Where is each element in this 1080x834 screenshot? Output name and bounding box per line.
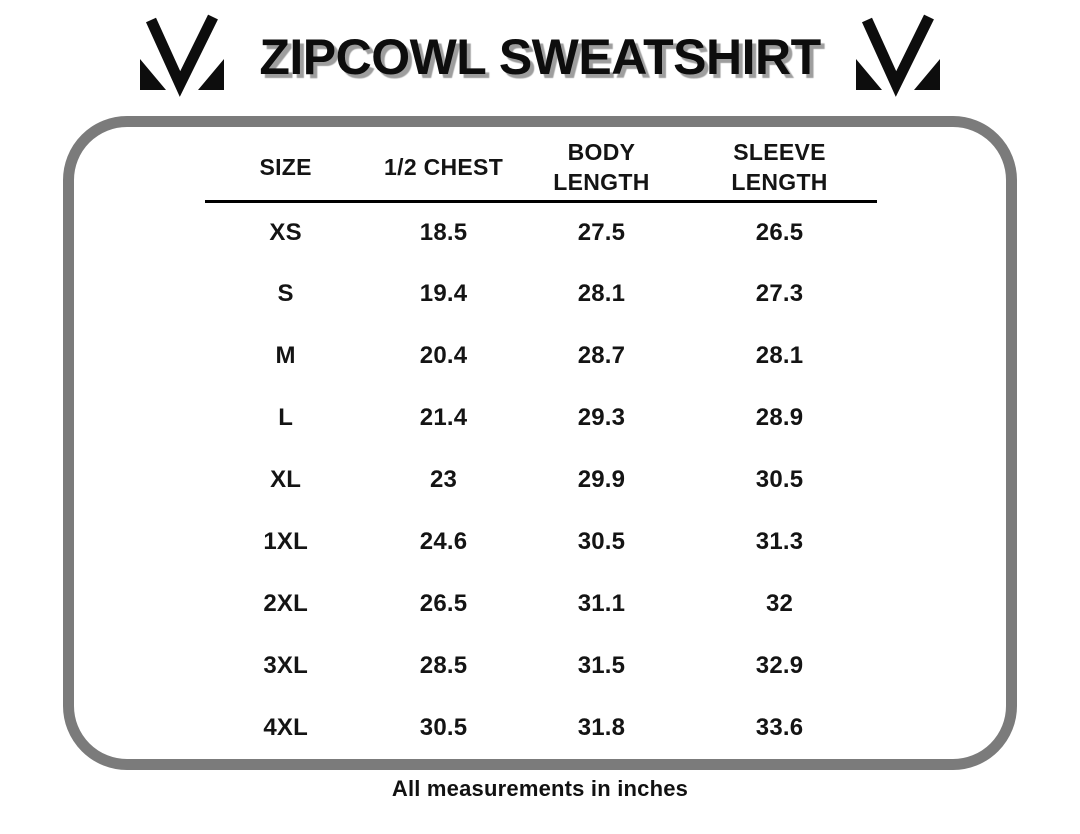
- cell-body-length: 28.1: [577, 280, 626, 307]
- cell-half-chest: 21.4: [419, 404, 468, 431]
- cell-sleeve-length: 33.6: [755, 714, 804, 741]
- header: ZIPCOWL SWEATSHIRT: [0, 6, 1080, 108]
- table-row: XS 18.5 27.5 26.5: [205, 201, 877, 263]
- cell-body-length: 29.3: [577, 404, 626, 431]
- cell-sleeve-length: 32: [765, 590, 794, 617]
- table-row: 3XL 28.5 31.5 32.9: [205, 635, 877, 697]
- cell-size: 4XL: [263, 714, 308, 741]
- cell-body-length: 27.5: [577, 218, 626, 246]
- table-row: S 19.4 28.1 27.3: [205, 263, 877, 325]
- cell-sleeve-length: 28.1: [755, 342, 804, 369]
- cell-sleeve-length: 30.5: [755, 466, 804, 493]
- cell-half-chest: 26.5: [419, 590, 468, 617]
- cell-size: XS: [269, 218, 302, 246]
- cell-body-length: 31.1: [577, 590, 626, 617]
- cell-size: 3XL: [263, 652, 308, 679]
- table-row: L 21.4 29.3 28.9: [205, 387, 877, 449]
- brand-m-icon: [855, 14, 940, 97]
- cell-sleeve-length: 27.3: [755, 280, 804, 307]
- column-header-sleeve-length: SLEEVE LENGTH: [682, 127, 877, 203]
- cell-size: XL: [270, 466, 302, 493]
- table-row: 4XL 30.5 31.8 33.6: [205, 697, 877, 759]
- size-table-body: XS 18.5 27.5 26.5 S 19.4 28.1 27.3 M 20.…: [205, 201, 877, 759]
- cell-body-length: 31.8: [577, 714, 626, 741]
- cell-half-chest: 18.5: [419, 218, 468, 246]
- column-header-body-length: BODY LENGTH: [520, 127, 683, 203]
- cell-half-chest: 20.4: [419, 342, 468, 369]
- measurements-note: All measurements in inches: [391, 776, 689, 801]
- cell-body-length: 31.5: [577, 652, 626, 679]
- cell-half-chest: 23: [429, 466, 458, 493]
- size-table: SIZE 1/2 CHEST BODY LENGTH SLEEVE LENGTH…: [205, 127, 877, 759]
- brand-m-icon: [140, 14, 225, 97]
- cell-body-length: 30.5: [577, 528, 626, 555]
- cell-half-chest: 19.4: [419, 280, 468, 307]
- table-row: XL 23 29.9 30.5: [205, 449, 877, 511]
- cell-size: L: [278, 404, 294, 431]
- cell-size: S: [277, 280, 294, 307]
- cell-body-length: 29.9: [577, 466, 626, 493]
- cell-size: 1XL: [263, 528, 308, 555]
- page-title: ZIPCOWL SWEATSHIRT: [259, 29, 821, 85]
- table-row: 1XL 24.6 30.5 31.3: [205, 511, 877, 573]
- size-table-header: SIZE 1/2 CHEST BODY LENGTH SLEEVE LENGTH: [205, 127, 877, 203]
- cell-half-chest: 30.5: [419, 714, 468, 741]
- cell-size: M: [275, 342, 296, 369]
- size-chart-panel: SIZE 1/2 CHEST BODY LENGTH SLEEVE LENGTH…: [63, 116, 1017, 770]
- cell-half-chest: 24.6: [419, 528, 468, 555]
- cell-sleeve-length: 26.5: [755, 218, 804, 246]
- table-row: M 20.4 28.7 28.1: [205, 325, 877, 387]
- cell-sleeve-length: 31.3: [755, 528, 804, 555]
- cell-body-length: 28.7: [577, 342, 626, 369]
- column-header-size: SIZE: [205, 127, 367, 203]
- column-header-half-chest: 1/2 CHEST: [366, 127, 521, 203]
- cell-size: 2XL: [263, 590, 308, 617]
- cell-half-chest: 28.5: [419, 652, 468, 679]
- cell-sleeve-length: 32.9: [755, 652, 804, 679]
- table-row: 2XL 26.5 31.1 32: [205, 573, 877, 635]
- cell-sleeve-length: 28.9: [755, 404, 804, 431]
